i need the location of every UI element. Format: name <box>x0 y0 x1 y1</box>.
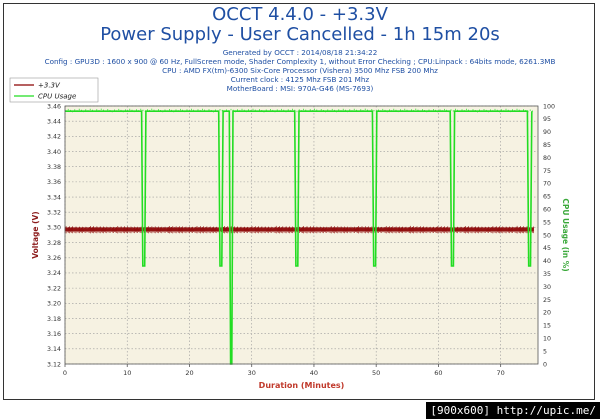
y2-tick-label: 80 <box>543 155 551 162</box>
y2-tick-label: 10 <box>543 336 551 343</box>
y2-tick-label: 90 <box>543 129 551 136</box>
y2-tick-label: 55 <box>543 219 551 226</box>
chart-subtitle: Power Supply - User Cancelled - 1h 15m 2… <box>100 24 500 45</box>
y-tick-label: 3.44 <box>47 118 61 125</box>
y2-tick-label: 5 <box>543 348 547 355</box>
y2-axis-title: CPU Usage (in %) <box>561 198 570 271</box>
y-tick-label: 3.18 <box>47 316 61 323</box>
y-axis-title: Voltage (V) <box>31 211 40 259</box>
y2-tick-label: 75 <box>543 168 551 175</box>
y-tick-label: 3.36 <box>47 179 61 186</box>
x-tick-label: 10 <box>123 369 131 377</box>
y2-tick-label: 50 <box>543 232 551 239</box>
info-config: Config : GPU3D : 1600 x 900 @ 60 Hz, Ful… <box>44 57 556 66</box>
info-cpu: CPU : AMD FX(tm)-6300 Six-Core Processor… <box>162 66 438 75</box>
y-tick-label: 3.40 <box>47 149 61 156</box>
x-tick-label: 60 <box>434 369 442 377</box>
y-tick-label: 3.38 <box>47 164 61 171</box>
y2-tick-label: 65 <box>543 194 551 201</box>
x-tick-label: 50 <box>372 369 380 377</box>
x-tick-label: 0 <box>63 369 67 377</box>
y2-tick-label: 95 <box>543 116 551 123</box>
info-generated: Generated by OCCT : 2014/08/18 21:34:22 <box>222 48 378 57</box>
chart-svg: 3.12 3.14 3.16 3.18 3.20 3.22 3.24 3.26 3.28 3.30… <box>9 77 570 390</box>
y2-tick-label: 35 <box>543 271 551 278</box>
x-tick-label: 20 <box>185 369 193 377</box>
y-tick-label: 3.24 <box>47 270 61 277</box>
y-tick-label: 3.22 <box>47 285 61 292</box>
y-tick-label: 3.26 <box>47 255 61 262</box>
y-tick-label: 3.20 <box>47 301 61 308</box>
y-tick-label: 3.14 <box>47 346 61 353</box>
y-tick-label: 3.32 <box>47 210 61 217</box>
y2-tick-label: 40 <box>543 258 551 265</box>
plot-border <box>64 105 539 365</box>
y-tick-label: 3.28 <box>47 240 61 247</box>
y-tick-label: 3.42 <box>47 134 61 141</box>
y2-tick-label: 70 <box>543 181 551 188</box>
y2-tick-label: 60 <box>543 207 551 214</box>
y2-tick-label: 15 <box>543 323 551 330</box>
y-tick-label: 3.30 <box>47 225 61 232</box>
info-clock: Current clock : 4125 Mhz FSB 201 Mhz <box>230 75 370 84</box>
y-tick-label: 3.16 <box>47 331 61 338</box>
legend-box <box>9 77 99 103</box>
y-tick-label: 3.34 <box>47 194 61 201</box>
x-tick-label: 30 <box>248 369 256 377</box>
x-axis-title: Duration (Minutes) <box>259 381 345 390</box>
y2-tick-label: 0 <box>543 361 547 368</box>
y2-tick-label: 45 <box>543 245 551 252</box>
legend-label-voltage: +3.3V <box>38 81 61 89</box>
legend-label-cpu: CPU Usage <box>38 92 76 100</box>
y2-tick-label: 25 <box>543 297 551 304</box>
x-tick-label: 70 <box>497 369 505 377</box>
x-tick-label: 40 <box>310 369 318 377</box>
chart-title: OCCT 4.4.0 - +3.3V <box>212 4 388 25</box>
y-tick-label: 3.12 <box>47 361 61 368</box>
y2-tick-label: 85 <box>543 142 551 149</box>
series-cpu-line <box>65 110 533 365</box>
y2-tick-label: 20 <box>543 310 551 317</box>
y-tick-label: 3.46 <box>47 103 61 110</box>
plot-area <box>65 106 538 364</box>
watermark-badge: [900x600] http://upic.me/ <box>426 402 600 419</box>
info-motherboard: MotherBoard : MSI: 970A-G46 (MS-7693) <box>226 84 374 93</box>
y2-tick-label: 30 <box>543 284 551 291</box>
y2-tick-label: 100 <box>543 103 555 110</box>
series-cpu-noise <box>65 108 533 113</box>
